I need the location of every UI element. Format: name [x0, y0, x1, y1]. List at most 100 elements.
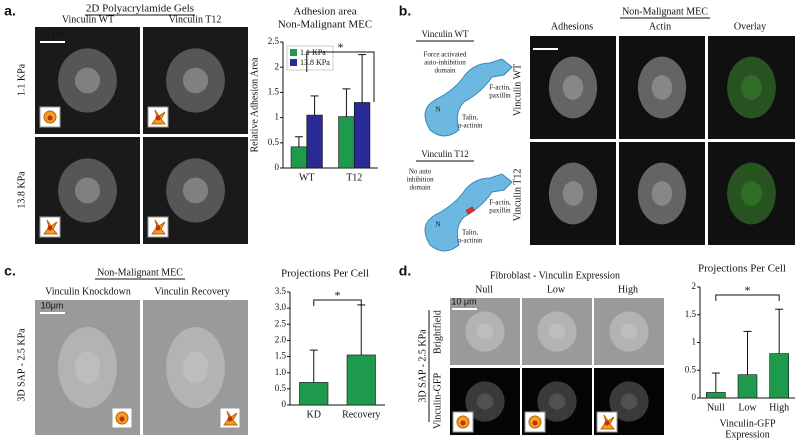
- cell-core: [476, 393, 494, 410]
- cell-core: [74, 177, 101, 204]
- diagram-note: paxillin: [489, 207, 511, 215]
- x-tick-label: Null: [707, 402, 725, 413]
- row-label: Brightfield: [432, 310, 443, 354]
- scale-label: 10 μm: [532, 36, 557, 46]
- cell-core: [741, 75, 762, 100]
- diagram-note: α-actinin: [457, 122, 483, 130]
- cell-icon-nucleus: [119, 416, 125, 422]
- y-tick-label: 1: [692, 337, 697, 347]
- y-tick-label: 1.5: [275, 351, 287, 361]
- cell-core: [741, 181, 762, 206]
- legend-swatch: [290, 59, 297, 66]
- chart-title: Projections Per Cell: [281, 268, 369, 280]
- micrograph: [35, 27, 140, 134]
- significance-bracket: [715, 294, 780, 301]
- row-label: 1.1 KPa: [16, 63, 27, 96]
- micrograph: [619, 36, 705, 139]
- diagram-note: α-actinin: [457, 237, 483, 245]
- cell-core: [562, 75, 584, 100]
- cell-icon-nucleus: [227, 416, 233, 422]
- micrograph: [530, 36, 616, 139]
- micrograph: [619, 142, 705, 245]
- x-tick-label: Low: [738, 402, 757, 413]
- column-label: Null: [475, 284, 493, 295]
- row-label: 13.8 KPa: [16, 171, 27, 209]
- error-bar: [743, 330, 752, 375]
- cell-core: [562, 181, 584, 206]
- error-bar: [342, 88, 351, 117]
- bar: [290, 146, 308, 169]
- cell-icon-nucleus: [47, 225, 53, 231]
- panel-title: 2D Polyacrylamide Gels: [86, 3, 194, 15]
- bar: [299, 382, 329, 406]
- chart-title: Adhesion area: [293, 6, 356, 18]
- bar: [737, 374, 758, 399]
- column-label: Vinculin T12: [169, 14, 222, 25]
- cell-core: [74, 351, 101, 384]
- cell-core: [182, 67, 209, 94]
- panel-label: d.: [399, 263, 411, 279]
- y-tick-label: 1.5: [685, 309, 697, 319]
- bar: [338, 116, 355, 169]
- cell-core: [182, 351, 209, 384]
- y-tick-label: 2: [275, 61, 280, 71]
- x-axis-label: Expression: [725, 429, 769, 440]
- cell-icon-nucleus: [47, 115, 53, 121]
- micrograph: [450, 298, 520, 365]
- error-bar: [357, 304, 366, 355]
- scale-label: 10 μm: [451, 296, 476, 306]
- legend-label: 13.8 KPa: [300, 58, 330, 67]
- diagram-note: Talin,: [462, 229, 478, 237]
- micrograph: [522, 368, 592, 435]
- cell-core: [74, 67, 101, 94]
- significance-star: *: [338, 40, 344, 54]
- micrograph: [708, 36, 795, 139]
- cell-core: [620, 323, 638, 340]
- row-label: Vinculin WT: [512, 64, 523, 116]
- chart-title: Projections Per Cell: [698, 263, 786, 275]
- significance-bracket: [313, 299, 362, 306]
- row-label: Vinculin T12: [512, 169, 523, 222]
- y-tick-label: 1: [275, 112, 280, 122]
- panel-title: Non-Malignant MEC: [97, 267, 183, 278]
- row-label: 3D SAP - 2.5 KPa: [16, 328, 27, 402]
- legend-swatch: [290, 49, 297, 56]
- diagram-note: domain: [410, 184, 431, 192]
- diagram-note: No auto: [409, 168, 432, 176]
- cell-icon-nucleus: [460, 420, 466, 426]
- error-bar: [711, 372, 720, 393]
- diagram-note: F-actin,: [489, 199, 511, 207]
- diagram-title: Vinculin WT: [421, 29, 469, 39]
- x-tick-label: T12: [346, 172, 362, 183]
- x-tick-label: Recovery: [342, 409, 380, 420]
- micrograph: [522, 298, 592, 365]
- y-tick-label: 2: [692, 281, 697, 291]
- micrograph: [594, 298, 664, 365]
- x-tick-label: WT: [299, 172, 315, 183]
- diagram-note: N: [435, 221, 440, 229]
- cell-icon-nucleus: [155, 115, 161, 121]
- micrograph: [708, 142, 795, 245]
- significance-star: *: [745, 283, 751, 297]
- column-label: Overlay: [734, 21, 766, 32]
- column-label: High: [618, 284, 638, 295]
- significance-star: *: [335, 288, 341, 302]
- cell-core: [548, 393, 566, 410]
- diagram-note: Talin,: [462, 114, 478, 122]
- diagram-title: Vinculin T12: [421, 149, 469, 159]
- error-bar: [775, 308, 784, 354]
- micrograph: [530, 142, 616, 245]
- y-tick-label: 0: [692, 392, 697, 402]
- x-axis-label: Vinculin-GFP: [719, 418, 776, 429]
- y-tick-label: 2.5: [268, 36, 280, 46]
- y-tick-label: 0.5: [685, 364, 697, 374]
- cell-core: [182, 177, 209, 204]
- bar: [306, 114, 323, 169]
- error-bar: [309, 349, 318, 383]
- panel-label: a.: [4, 3, 16, 19]
- cell-icon-nucleus: [604, 420, 610, 426]
- panel-title: Fibroblast - Vinculin Expression: [490, 270, 620, 281]
- diagram-note: inhibition: [406, 176, 434, 184]
- y-tick-label: 2.0: [275, 334, 287, 344]
